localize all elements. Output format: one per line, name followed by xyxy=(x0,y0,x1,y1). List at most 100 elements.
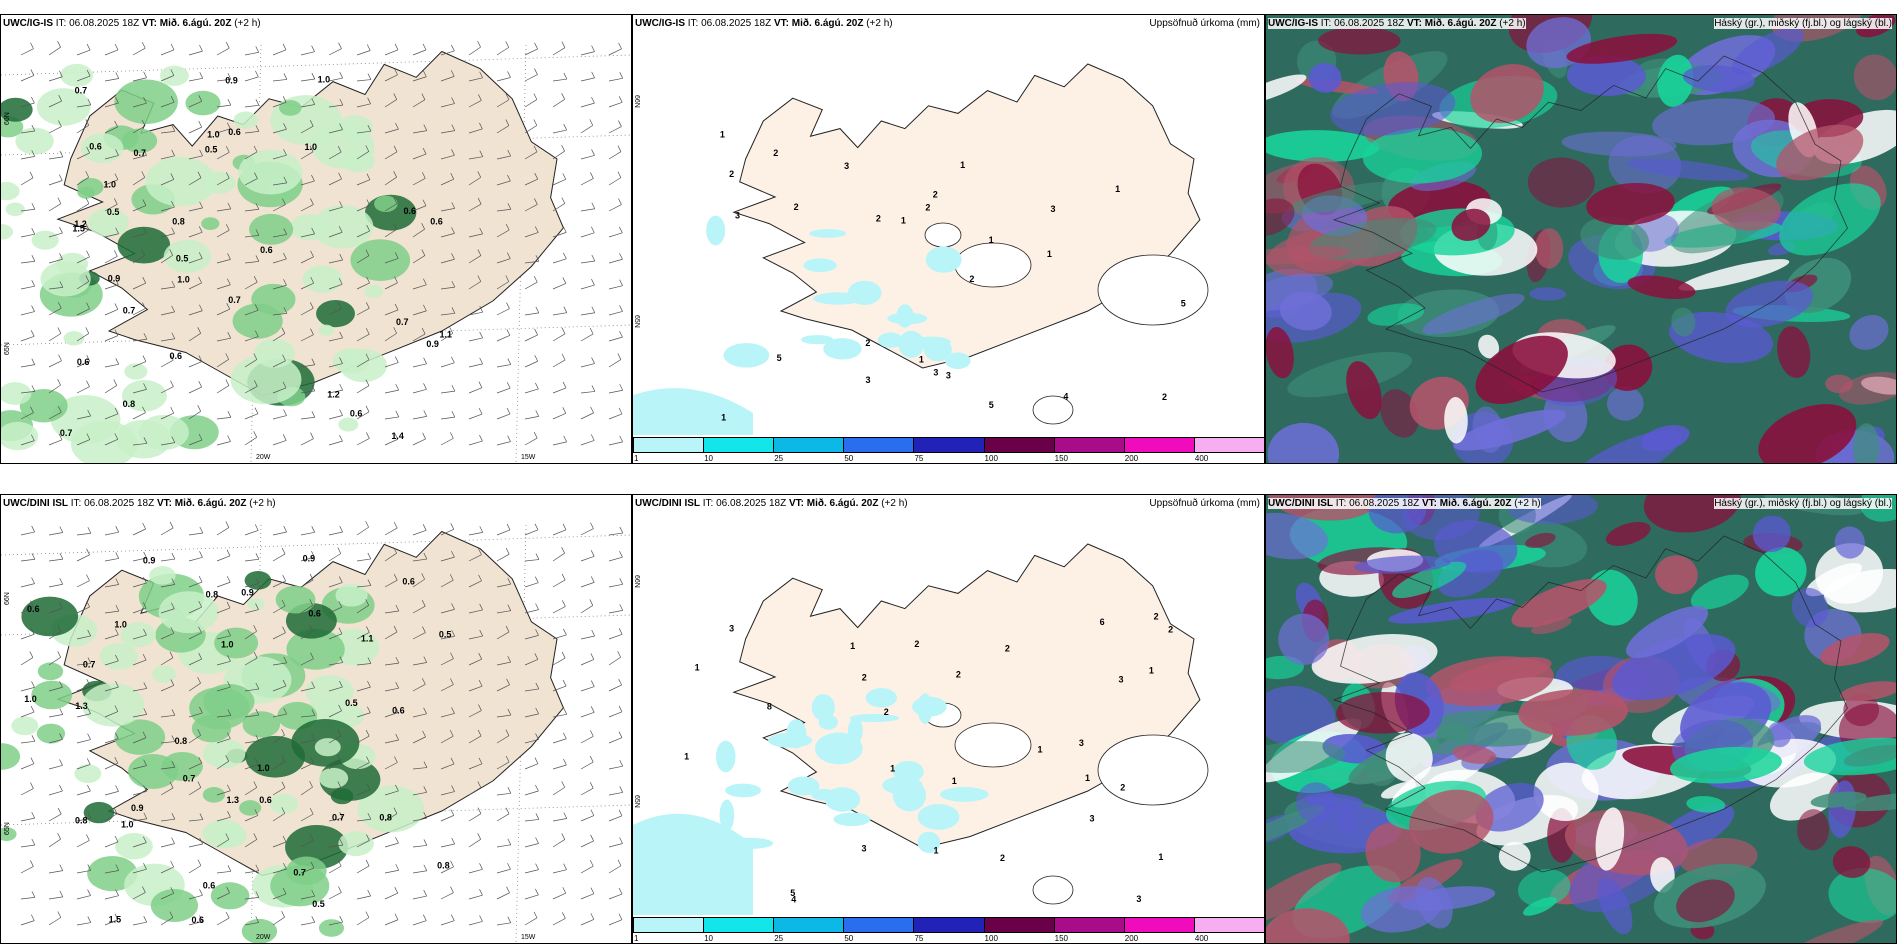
wind-barb-flag xyxy=(227,709,232,716)
wind-barb xyxy=(356,205,371,212)
precip-value-label: 0.6 xyxy=(89,141,102,151)
wind-barb-flag xyxy=(171,280,176,288)
cloud-cell xyxy=(1690,574,1749,610)
cloud-cell xyxy=(1308,62,1342,93)
cloud-cell xyxy=(1266,246,1349,265)
wind-barb-flag xyxy=(309,573,314,581)
wind-barb xyxy=(356,103,371,108)
wind-barb-flag xyxy=(395,383,400,391)
wind-barb xyxy=(216,416,231,420)
wind-barb-flag xyxy=(143,576,147,584)
wind-barb xyxy=(440,920,455,926)
wind-barb-flag xyxy=(366,44,371,51)
cloud-cell xyxy=(1422,293,1525,335)
wind-barb xyxy=(468,281,482,290)
wind-barb-flag xyxy=(393,93,398,100)
precip-cell xyxy=(163,239,212,273)
glacier xyxy=(1097,254,1209,326)
wind-barb xyxy=(160,155,175,160)
wind-barb xyxy=(552,78,567,82)
wind-barb-flag xyxy=(450,809,455,816)
wind-barb-flag xyxy=(451,124,456,131)
wind-barb xyxy=(132,125,146,134)
wind-barb xyxy=(608,311,623,316)
wind-barb-flag xyxy=(505,625,510,633)
cloud-cell xyxy=(1752,515,1791,553)
wind-barb xyxy=(216,337,231,342)
wind-barb xyxy=(524,713,539,718)
wind-barb xyxy=(300,151,314,160)
precip-cell xyxy=(122,128,158,154)
wind-barb-flag xyxy=(507,787,512,794)
wind-barb xyxy=(104,439,118,446)
wind-barb xyxy=(356,230,370,238)
wind-barb xyxy=(244,787,257,796)
wind-barb-flag xyxy=(366,199,371,206)
accum-cell xyxy=(716,740,736,773)
wind-barb xyxy=(244,178,258,186)
precip-value-label: 0.7 xyxy=(134,148,147,158)
wind-barb-flag xyxy=(618,628,623,635)
wind-barb-flag xyxy=(367,97,371,104)
wind-barb-flag xyxy=(281,599,286,607)
cloud-cell xyxy=(1643,495,1741,533)
wind-barb xyxy=(496,155,511,160)
wind-barb xyxy=(160,233,175,238)
precip-value-label: 1.0 xyxy=(221,640,234,650)
wind-barb-flag xyxy=(561,93,565,100)
wind-barb xyxy=(188,411,201,420)
wind-barb xyxy=(76,229,90,238)
wind-barb xyxy=(440,178,454,186)
precip-cell xyxy=(242,711,281,738)
wind-barb-flag xyxy=(505,223,510,231)
wind-barb xyxy=(188,232,203,238)
wind-barb-flag xyxy=(451,707,455,714)
wind-barb xyxy=(20,311,35,316)
wind-barb-flag xyxy=(29,171,34,178)
wind-barb xyxy=(412,310,427,316)
wind-barb-flag xyxy=(533,119,538,126)
wind-barb-flag xyxy=(338,302,342,309)
wind-barb xyxy=(440,556,455,562)
wind-barb-flag xyxy=(590,522,594,529)
wind-barb-flag xyxy=(57,651,62,658)
precip-value-label: 1.0 xyxy=(24,694,37,704)
wind-barb-flag xyxy=(506,886,510,893)
precip-cell xyxy=(36,88,91,126)
wind-barb-flag xyxy=(86,43,91,51)
wind-barb-flag xyxy=(394,706,399,713)
wind-barb-flag xyxy=(311,227,315,235)
wind-barb-flag xyxy=(422,199,427,206)
wind-barb-flag xyxy=(423,278,427,285)
wind-barb-flag xyxy=(311,72,316,80)
precip-value-label: 0.8 xyxy=(172,217,185,227)
panel-title: UWC/IG-IS IT: 06.08.2025 18Z VT: Mið. 6.… xyxy=(635,18,893,29)
cloud-cell xyxy=(1774,919,1884,943)
wind-barb xyxy=(188,843,203,848)
wind-barb xyxy=(608,610,623,614)
wind-barb xyxy=(132,868,147,874)
wind-barb xyxy=(608,359,622,368)
wind-barb-flag xyxy=(563,758,567,766)
wind-barb-flag xyxy=(283,252,287,260)
wind-barb xyxy=(328,337,343,342)
wind-barb-flag xyxy=(30,406,34,413)
wind-barb-flag xyxy=(227,98,232,106)
precip-cell xyxy=(305,674,354,709)
wind-barb xyxy=(244,714,259,718)
accum-value-label: 2 xyxy=(1000,853,1005,863)
accum-cell xyxy=(917,693,933,724)
cloud-cell xyxy=(1311,634,1438,684)
precip-cell xyxy=(160,65,189,86)
wind-barb-flag xyxy=(198,226,203,233)
wind-barb xyxy=(608,737,623,744)
wind-barb xyxy=(188,258,203,264)
wind-barb xyxy=(468,763,483,770)
wind-barb-flag xyxy=(589,119,594,126)
wind-barb xyxy=(384,813,398,822)
wind-barb xyxy=(160,286,175,290)
wind-barb-flag xyxy=(590,706,595,713)
wind-barb xyxy=(244,104,259,108)
wind-barb-flag xyxy=(423,357,427,364)
wind-barb-flag xyxy=(451,630,456,637)
